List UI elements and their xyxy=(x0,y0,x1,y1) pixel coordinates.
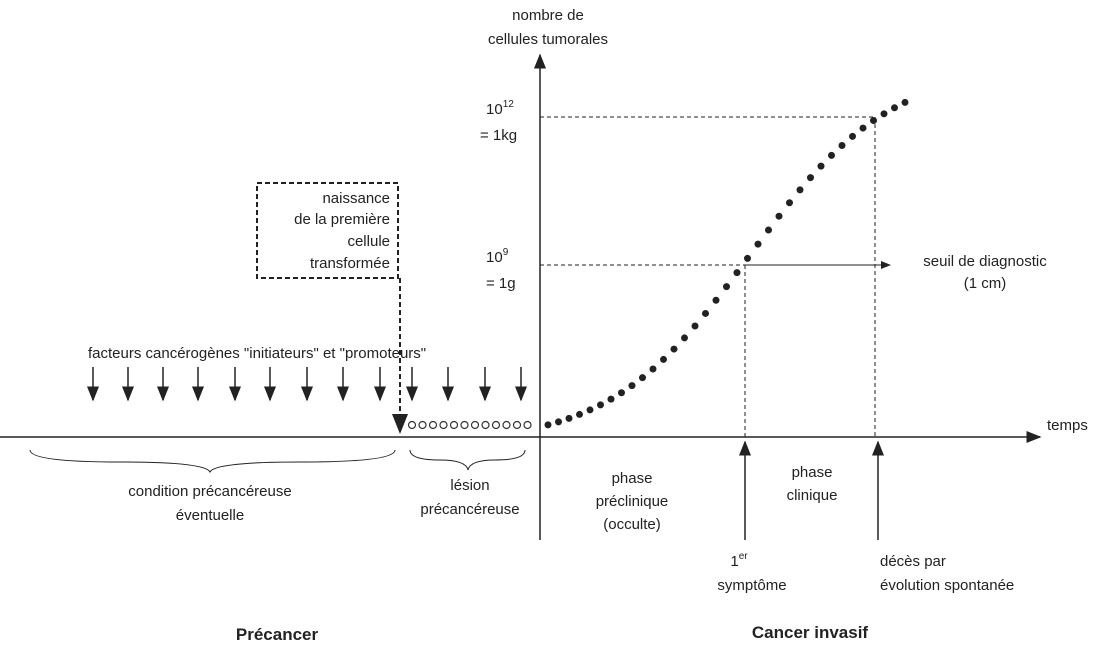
stage: Précancer xyxy=(236,625,319,644)
period: précancéreuse xyxy=(420,501,519,518)
dot xyxy=(838,141,846,149)
dot xyxy=(765,226,772,234)
stage: Cancer invasif xyxy=(752,623,869,642)
y-label: nombre de xyxy=(512,7,584,24)
event: symptôme xyxy=(717,577,786,594)
box-text: naissance xyxy=(322,190,390,207)
dot xyxy=(744,254,751,262)
box-text: de la première xyxy=(294,211,390,228)
open-dot xyxy=(439,420,448,430)
threshold: (1 cm) xyxy=(964,275,1007,292)
period: lésion xyxy=(450,477,489,494)
event: décès par xyxy=(880,553,946,570)
dot xyxy=(891,104,898,112)
dot xyxy=(649,365,657,373)
dot xyxy=(712,296,720,304)
period: préclinique xyxy=(596,493,669,510)
level-equals: = 1g xyxy=(486,275,516,292)
dot xyxy=(555,418,562,426)
open-dot xyxy=(523,420,532,430)
dot xyxy=(670,345,678,353)
dot xyxy=(681,334,688,342)
dot xyxy=(786,199,793,207)
dot xyxy=(691,322,699,330)
open-dot xyxy=(470,420,480,430)
factors: facteurs cancérogènes "initiateurs" et "… xyxy=(88,345,426,362)
period: clinique xyxy=(787,487,838,504)
growth-curve xyxy=(407,98,909,430)
period: phase xyxy=(792,464,833,481)
dot xyxy=(544,421,552,429)
open-dot xyxy=(449,420,459,430)
dot xyxy=(859,124,867,132)
dot xyxy=(901,98,909,106)
dot xyxy=(807,174,814,182)
event: évolution spontanée xyxy=(880,577,1014,594)
open-dot xyxy=(407,420,417,430)
dot xyxy=(870,117,877,125)
factor-arrows xyxy=(87,367,527,402)
dot xyxy=(828,151,835,159)
open-dot xyxy=(491,420,501,430)
dot xyxy=(817,162,825,170)
y-label: cellules tumorales xyxy=(488,31,608,48)
dot xyxy=(628,382,636,390)
dot xyxy=(607,395,615,403)
event: 1er xyxy=(730,551,748,570)
dot xyxy=(565,414,573,422)
dot xyxy=(849,132,856,140)
open-dot xyxy=(428,420,438,430)
period: éventuelle xyxy=(176,507,244,524)
dot xyxy=(733,269,741,277)
dot xyxy=(796,186,804,194)
dot xyxy=(597,401,604,409)
dot xyxy=(775,212,783,220)
dot xyxy=(754,240,762,248)
box-text: transformée xyxy=(310,255,390,272)
open-dot xyxy=(460,420,469,430)
open-dot xyxy=(502,420,511,430)
dot xyxy=(639,374,646,382)
level-equals: = 1kg xyxy=(480,127,517,144)
dot xyxy=(576,410,583,418)
threshold: seuil de diagnostic xyxy=(923,253,1047,270)
open-dot xyxy=(512,420,522,430)
open-dot xyxy=(418,420,427,430)
dot xyxy=(880,110,888,118)
dot xyxy=(723,283,730,291)
period: condition précancéreuse xyxy=(128,483,291,500)
axes xyxy=(0,53,1042,540)
dot xyxy=(660,355,667,363)
x-label: temps xyxy=(1047,417,1088,434)
box-text: cellule xyxy=(347,233,390,250)
dot xyxy=(618,389,625,397)
open-dot xyxy=(481,420,490,430)
dot xyxy=(586,406,594,414)
level-base: 1012 xyxy=(486,99,514,118)
level-base: 109 xyxy=(486,247,509,266)
period: (occulte) xyxy=(603,516,661,533)
dot xyxy=(702,309,709,317)
period: phase xyxy=(612,470,653,487)
